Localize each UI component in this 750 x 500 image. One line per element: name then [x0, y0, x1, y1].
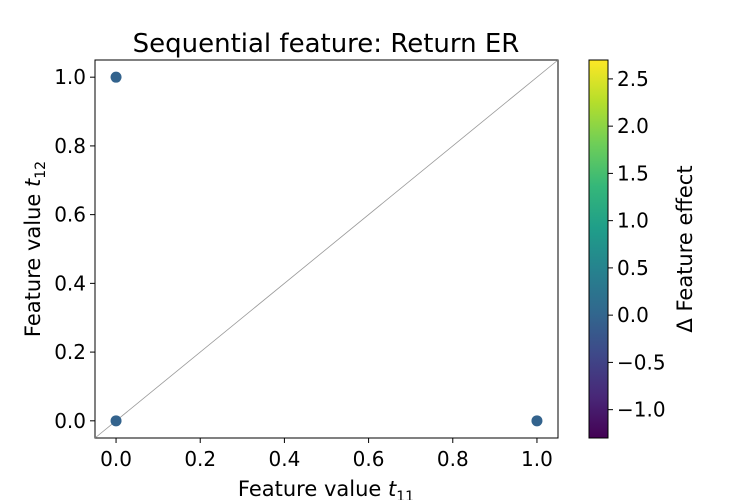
x-tick-label: 0.4 — [269, 447, 301, 471]
x-axis-label: Feature value t11 — [238, 477, 414, 500]
colorbar-tick-label: 2.5 — [617, 67, 649, 91]
x-tick-label: 0.2 — [184, 447, 216, 471]
colorbar-tick-label: 0.0 — [617, 303, 649, 327]
chart-title: Sequential feature: Return ER — [133, 29, 520, 59]
colorbar-tick-label: 0.5 — [617, 256, 649, 280]
y-tick-label: 0.6 — [54, 203, 86, 227]
colorbar-tick-label: 1.5 — [617, 161, 649, 185]
colorbar-gradient — [588, 59, 609, 439]
colorbar-ticks: −1.0 −0.5 0.0 0.5 1.0 1.5 2.0 2.5 — [608, 67, 666, 422]
y-tick-label: 1.0 — [54, 65, 86, 89]
colorbar-tick-label: 2.0 — [617, 114, 649, 138]
x-tick-label: 1.0 — [521, 447, 553, 471]
reference-diagonal-line — [94, 59, 559, 439]
y-axis-label: Feature value t12 — [21, 161, 49, 337]
y-axis-ticks: 0.0 0.2 0.4 0.6 0.8 1.0 — [54, 65, 95, 433]
plot-frame — [94, 59, 559, 439]
data-point — [531, 415, 543, 427]
colorbar-tick-label: −1.0 — [617, 398, 666, 422]
y-tick-label: 0.2 — [54, 340, 86, 364]
y-tick-label: 0.0 — [54, 409, 86, 433]
colorbar-tick-label: 1.0 — [617, 209, 649, 233]
plot-area: 0.0 0.2 0.4 0.6 0.8 1.0 0.0 0.2 0.4 0.6 0.8 1.0 — [54, 59, 559, 471]
x-tick-label: 0.6 — [353, 447, 385, 471]
data-point — [110, 71, 122, 83]
colorbar-label: Δ Feature effect — [673, 165, 697, 332]
y-tick-label: 0.4 — [54, 271, 86, 295]
colorbar: −1.0 −0.5 0.0 0.5 1.0 1.5 2.0 2.5 Δ Feature eff… — [588, 59, 697, 439]
x-tick-label: 0.8 — [437, 447, 469, 471]
reference-line — [94, 59, 559, 439]
x-tick-label: 0.0 — [100, 447, 132, 471]
y-tick-label: 0.8 — [54, 134, 86, 158]
colorbar-tick-label: −0.5 — [617, 350, 666, 374]
data-points — [110, 71, 543, 427]
data-point — [110, 415, 122, 427]
x-axis-ticks: 0.0 0.2 0.4 0.6 0.8 1.0 — [100, 438, 553, 471]
